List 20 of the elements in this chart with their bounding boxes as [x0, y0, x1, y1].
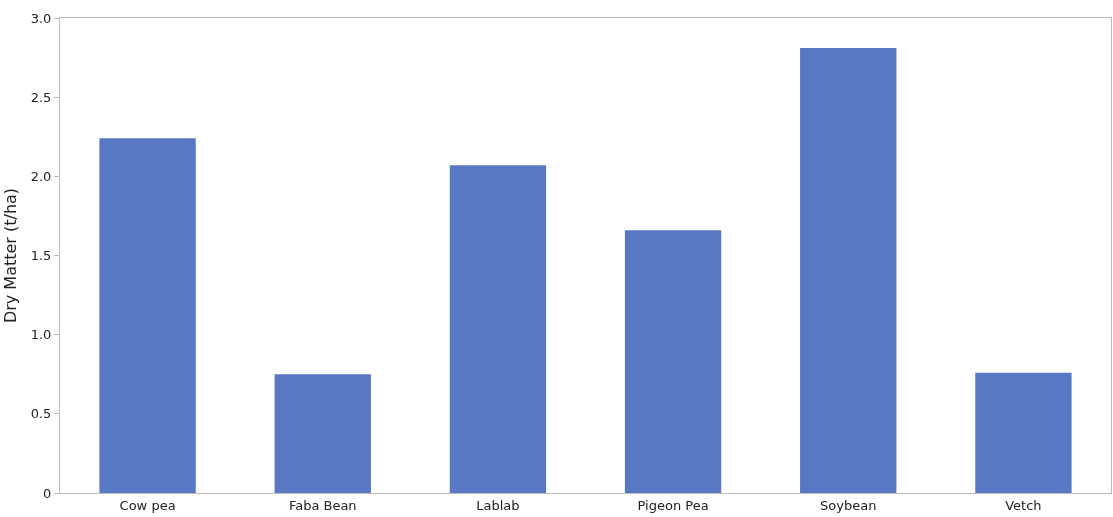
y-tick-label: 1.5	[30, 248, 52, 264]
y-tick-label: 0	[43, 485, 52, 501]
bar	[624, 230, 722, 493]
y-tick-label: 2.0	[30, 168, 52, 184]
x-tick-label: Vetch	[1005, 497, 1042, 513]
x-tick-label: Soybean	[820, 497, 877, 513]
y-tick-label: 1.0	[30, 327, 52, 343]
x-tick-label: Lablab	[476, 497, 520, 513]
y-axis-title: Dry Matter (t/ha)	[0, 187, 20, 324]
y-tick-label: 2.5	[30, 89, 52, 105]
x-tick-label: Pigeon Pea	[637, 497, 709, 513]
bar	[449, 165, 547, 493]
bar	[800, 48, 897, 493]
y-tick-label: 3.0	[30, 10, 52, 26]
bar	[274, 374, 371, 493]
y-tick-label: 0.5	[30, 406, 52, 422]
x-tick-label: Faba Bean	[288, 497, 357, 513]
bar	[975, 372, 1072, 493]
x-tick-label: Cow pea	[119, 497, 176, 513]
bar	[99, 138, 196, 493]
